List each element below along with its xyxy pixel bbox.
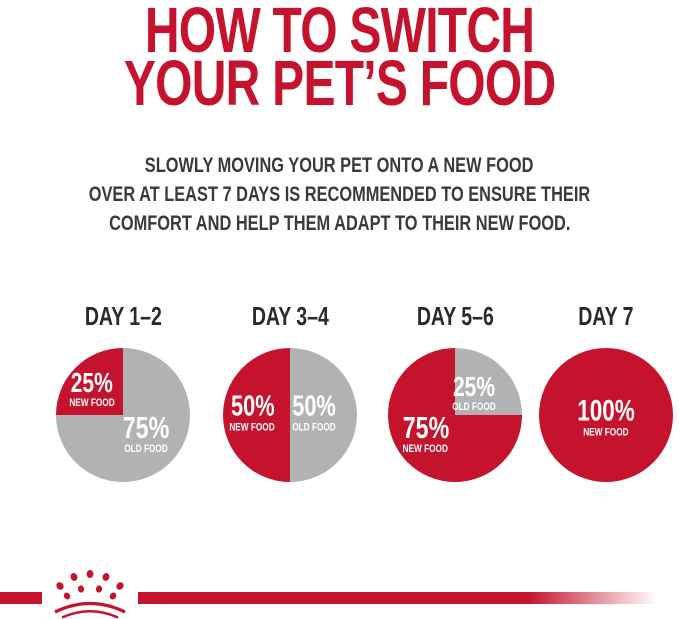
pie-chart-day-3-4: 50% NEW FOOD 50% OLD FOOD bbox=[223, 348, 357, 482]
slice-food-type: OLD FOOD bbox=[123, 442, 168, 455]
title-line-1: HOW TO SWITCH bbox=[144, 0, 535, 66]
page-title: HOW TO SWITCH YOUR PET’S FOOD bbox=[0, 0, 679, 119]
slice-label-new-food: 75% NEW FOOD bbox=[394, 409, 456, 455]
day-7-heading: DAY 7 bbox=[578, 301, 634, 331]
slice-label-new-food: 25% NEW FOOD bbox=[62, 366, 123, 410]
slice-label-old-food: 25% OLD FOOD bbox=[445, 370, 503, 414]
intro-line-1: SLOWLY MOVING YOUR PET ONTO A NEW FOOD bbox=[145, 154, 534, 177]
slice-percent: 50% bbox=[230, 390, 275, 423]
chart-column-day-3-4: DAY 3–4 50% NEW FOOD 50% OLD FOOD bbox=[205, 300, 375, 482]
slice-label-new-food: 100% NEW FOOD bbox=[568, 393, 645, 439]
slice-percent: 25% bbox=[452, 370, 495, 402]
slice-label-old-food: 50% OLD FOOD bbox=[285, 390, 343, 434]
chart-column-day-5-6: DAY 5–6 75% NEW FOOD 25% OLD FOOD bbox=[370, 300, 540, 482]
royal-canin-crown-logo-icon bbox=[54, 570, 126, 619]
slice-percent: 75% bbox=[402, 409, 449, 445]
intro-line-2: OVER AT LEAST 7 DAYS IS RECOMMENDED TO E… bbox=[88, 183, 591, 206]
intro-text: SLOWLY MOVING YOUR PET ONTO A NEW FOOD O… bbox=[0, 151, 679, 238]
slice-food-type: NEW FOOD bbox=[229, 421, 276, 434]
slice-food-type: NEW FOOD bbox=[402, 442, 449, 455]
slice-percent: 100% bbox=[577, 393, 635, 427]
day-3-4-heading: DAY 3–4 bbox=[251, 301, 329, 331]
pie-chart-day-7: 100% NEW FOOD bbox=[539, 348, 673, 482]
slice-food-type: OLD FOOD bbox=[292, 421, 336, 434]
chart-column-day-7: DAY 7 100% NEW FOOD bbox=[521, 300, 679, 482]
footer-red-bar-left bbox=[0, 592, 42, 604]
day-5-6-heading: DAY 5–6 bbox=[416, 301, 494, 331]
brand-logo-area bbox=[43, 565, 138, 619]
chart-column-day-1-2: DAY 1–2 25% NEW FOOD 75% OLD FOOD bbox=[38, 300, 208, 482]
slice-food-type: OLD FOOD bbox=[451, 401, 496, 414]
slice-percent: 75% bbox=[122, 409, 170, 445]
slice-label-new-food: 50% NEW FOOD bbox=[222, 390, 283, 434]
slice-food-type: NEW FOOD bbox=[69, 397, 115, 410]
day-1-2-heading: DAY 1–2 bbox=[84, 301, 162, 331]
slice-label-old-food: 75% OLD FOOD bbox=[115, 409, 177, 455]
intro-line-3: COMFORT AND HELP THEM ADAPT TO THEIR NEW… bbox=[108, 212, 571, 235]
slice-percent: 50% bbox=[292, 390, 336, 423]
pie-chart-day-1-2: 25% NEW FOOD 75% OLD FOOD bbox=[56, 348, 190, 482]
slice-percent: 25% bbox=[71, 366, 114, 398]
footer-red-bar-right bbox=[136, 592, 679, 604]
slice-food-type: NEW FOOD bbox=[583, 426, 629, 439]
title-line-2: YOUR PET’S FOOD bbox=[123, 47, 556, 119]
pie-chart-day-5-6: 75% NEW FOOD 25% OLD FOOD bbox=[388, 348, 522, 482]
